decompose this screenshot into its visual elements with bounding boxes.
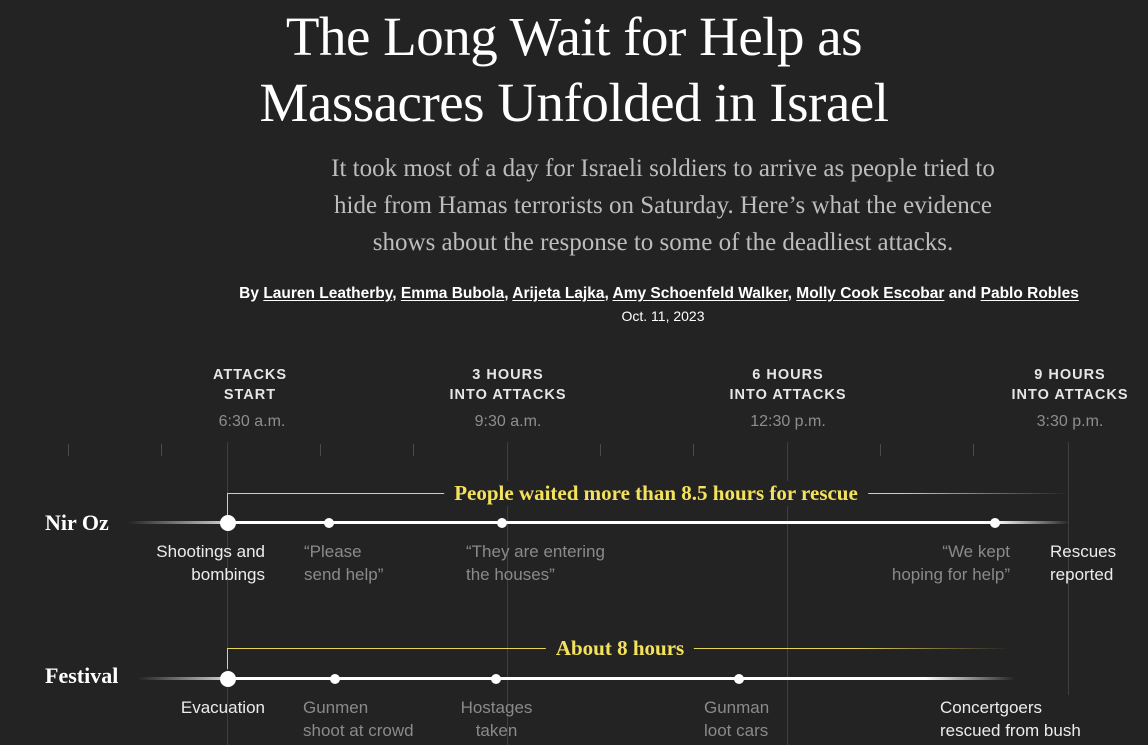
column-header-start: ATTACKS START [213,365,287,405]
row-label-nir-oz: Nir Oz [45,510,109,535]
byline-separator: , [787,285,792,302]
author-link[interactable]: Emma Bubola [400,285,505,302]
event-dot-nir-oz [990,518,1000,528]
author-link[interactable]: Lauren Leatherby [263,285,393,302]
byline-prefix: By [239,285,259,302]
column-header-3h: 3 HOURS INTO ATTACKS [450,365,567,405]
event-caption-nir-oz: “They are entering the houses” [466,540,605,586]
column-time-9h: 3:30 p.m. [1036,413,1104,430]
author-link[interactable]: Arijeta Lajka [512,285,605,302]
event-caption-nir-oz: “We kept hoping for help” [840,540,1010,586]
caption-line: send help” [304,565,384,584]
track-festival [227,677,927,680]
hour-tick [600,444,601,456]
event-dot-nir-oz [220,515,236,531]
caption-line: taken [475,721,518,740]
byline-separator: , [392,285,397,302]
caption-line: Shootings and [156,542,265,561]
event-caption-nir-oz: Shootings and bombings [110,540,265,586]
track-nir-oz [227,521,997,524]
caption-line: Evacuation [180,698,265,717]
column-header-line: 9 HOURS [1034,367,1106,383]
hour-tick [68,444,69,456]
publish-date: Oct. 11, 2023 [621,308,705,324]
column-header-line: INTO ATTACKS [449,387,567,403]
column-header-line: ATTACKS [212,367,288,383]
event-caption-nir-oz: Rescues reported [1050,540,1116,586]
caption-line: shoot at crowd [303,721,414,740]
caption-line: rescued from bush [940,721,1081,740]
event-caption-festival: Evacuation [110,696,265,719]
headline-line-2: Massacres Unfolded in Israel [259,72,889,133]
caption-line: Concertgoers [940,698,1043,717]
track-lead-festival [138,677,228,680]
caption-line: Gunman [704,698,770,717]
hour-tick [413,444,414,456]
byline-separator: , [504,285,509,302]
author-link[interactable]: Pablo Robles [980,285,1079,302]
event-caption-festival: Concertgoers rescued from bush [940,696,1081,742]
column-header-line: START [223,387,277,403]
event-caption-nir-oz: “Please send help” [304,540,383,586]
byline-separator: , [604,285,609,302]
track-tail-nir-oz [995,521,1070,524]
caption-line: the houses” [466,565,555,584]
guide-line-9h [1068,442,1069,695]
column-time-6h: 12:30 p.m. [750,413,826,430]
row-label-festival: Festival [45,663,119,688]
event-caption-festival: Gunmen shoot at crowd [303,696,414,742]
event-dot-nir-oz [324,518,334,528]
caption-line: loot cars [704,721,769,740]
dek-line-3: shows about the response to some of the … [372,229,954,256]
column-time-start: 6:30 a.m. [218,413,286,430]
byline: By Lauren Leatherby, Emma Bubola, Arijet… [0,285,1148,303]
event-dot-nir-oz [497,518,507,528]
hour-tick [693,444,694,456]
column-header-9h: 9 HOURS INTO ATTACKS [1012,365,1129,405]
dek-line-2: hide from Hamas terrorists on Saturday. … [334,192,992,219]
hour-tick [320,444,321,456]
bracket-label-nir-oz: People waited more than 8.5 hours for re… [444,481,868,506]
track-lead-nir-oz [128,521,228,524]
caption-line: bombings [191,565,265,584]
caption-line: Gunmen [303,698,369,717]
caption-line: “We kept [942,542,1010,561]
caption-line: “They are entering [466,542,605,561]
column-header-line: 3 HOURS [472,367,544,383]
caption-line: Hostages [460,698,533,717]
column-header-line: INTO ATTACKS [729,387,847,403]
event-caption-festival: Hostages taken [459,696,534,742]
caption-line: reported [1050,565,1114,584]
bracket-label-festival: About 8 hours [545,636,695,661]
guide-line-start [227,442,228,745]
author-link[interactable]: Amy Schoenfeld Walker [612,285,788,302]
byline-and: and [948,285,977,302]
guide-line-6h [787,442,788,745]
hour-tick [161,444,162,456]
caption-line: hoping for help” [891,565,1010,584]
event-dot-festival [330,674,340,684]
event-dot-festival [734,674,744,684]
column-time-3h: 9:30 a.m. [474,413,542,430]
column-header-line: 6 HOURS [752,367,824,383]
event-dot-festival [491,674,501,684]
event-caption-festival: Gunman loot cars [704,696,769,742]
column-header-line: INTO ATTACKS [1011,387,1129,403]
track-tail-festival [925,677,1015,680]
event-dot-festival [220,671,236,687]
headline-line-1: The Long Wait for Help as [285,6,863,67]
dek-line-1: It took most of a day for Israeli soldie… [331,155,995,182]
guide-line-3h [507,442,508,745]
column-header-6h: 6 HOURS INTO ATTACKS [730,365,847,405]
hour-tick [973,444,974,456]
author-link[interactable]: Molly Cook Escobar [796,285,945,302]
caption-line: “Please [304,542,362,561]
hour-tick [880,444,881,456]
caption-line: Rescues [1050,542,1117,561]
